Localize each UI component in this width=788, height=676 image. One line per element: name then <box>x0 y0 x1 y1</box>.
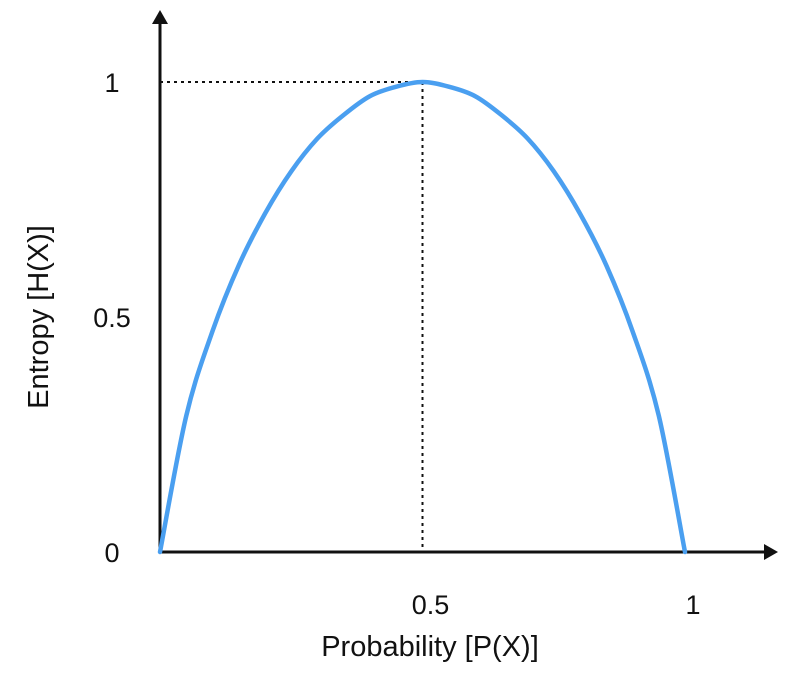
y-tick-label: 0 <box>104 538 119 568</box>
y-tick-label: 1 <box>104 68 119 98</box>
y-tick-label: 0.5 <box>93 303 131 333</box>
x-tick-label: 0.5 <box>412 590 450 620</box>
entropy-curve <box>157 79 688 555</box>
y-axis-arrowhead <box>152 10 168 24</box>
y-tick-labels: 00.51 <box>93 68 131 568</box>
x-tick-labels: 0.5 1 <box>412 590 701 620</box>
x-axis-label: Probability [P(X)] <box>321 631 539 663</box>
y-axis-label: Entropy [H(X)] <box>23 225 55 409</box>
x-tick-label: 1 <box>685 590 700 620</box>
x-axis-arrowhead <box>764 544 778 560</box>
